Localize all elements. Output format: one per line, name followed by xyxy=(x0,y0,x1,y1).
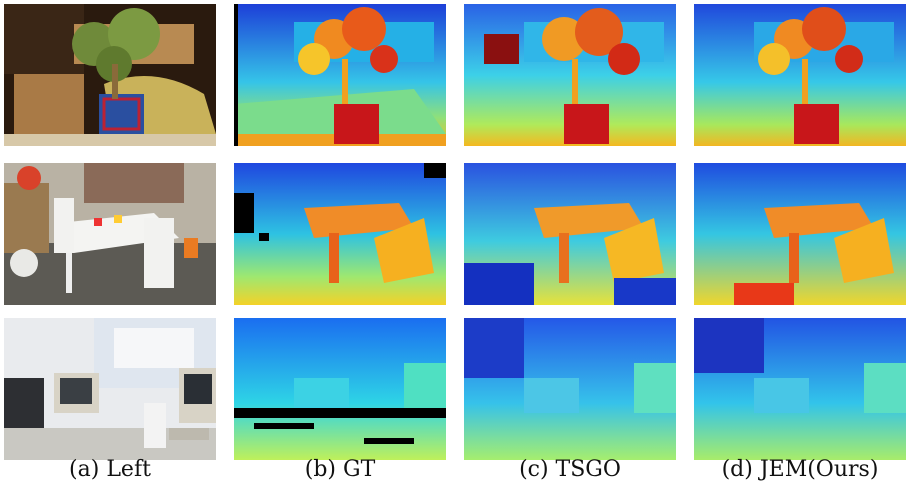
left-image-office-computers xyxy=(4,318,216,460)
tsgo-disparity-playroom xyxy=(464,163,676,305)
gt-disparity-jade-plant xyxy=(234,4,446,146)
gt-disparity-office-computers xyxy=(234,318,446,460)
caption-tsgo: (c) TSGO xyxy=(519,457,621,482)
caption-jem: (d) JEM(Ours) xyxy=(721,457,879,482)
jem-disparity-playroom xyxy=(694,163,906,305)
jem-disparity-office-computers xyxy=(694,318,906,460)
jem-disparity-jade-plant xyxy=(694,4,906,146)
tsgo-disparity-office-computers xyxy=(464,318,676,460)
column-gt xyxy=(234,0,446,501)
column-jem xyxy=(694,0,906,501)
column-left-images xyxy=(4,0,216,501)
tsgo-disparity-jade-plant xyxy=(464,4,676,146)
caption-left: (a) Left xyxy=(69,457,151,482)
caption-gt: (b) GT xyxy=(304,457,376,482)
column-tsgo xyxy=(464,0,676,501)
gt-disparity-playroom xyxy=(234,163,446,305)
left-image-jade-plant xyxy=(4,4,216,146)
left-image-playroom xyxy=(4,163,216,305)
